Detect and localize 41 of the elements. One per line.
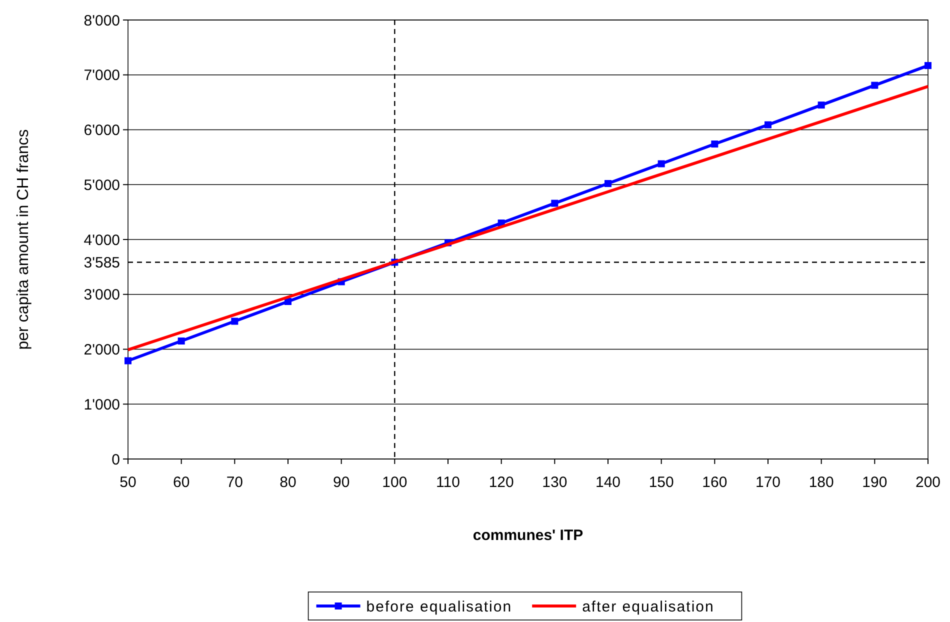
point	[604, 180, 612, 188]
ref-line-label: 3'585	[84, 254, 120, 272]
x-tick-label: 200	[915, 474, 941, 491]
x-tick-label: 70	[226, 474, 244, 491]
y-tick-label: 6'000	[84, 122, 120, 139]
y-tick-label: 5'000	[84, 176, 120, 194]
x-tick-label: 60	[172, 474, 190, 491]
point	[231, 318, 238, 325]
x-axis-title: communes' ITP	[472, 527, 584, 544]
y-tick-label: 1'000	[84, 396, 120, 414]
x-tick-label: 190	[862, 474, 888, 491]
x-tick-label: 50	[120, 474, 136, 491]
y-tick-label: 2'000	[84, 342, 120, 358]
point	[658, 160, 665, 168]
point	[711, 140, 718, 148]
point	[124, 357, 132, 364]
x-tick-label: 180	[808, 474, 834, 491]
legend-label: after equalisation	[582, 598, 714, 616]
y-tick-label: 8'000	[84, 12, 120, 30]
x-tick-label: 130	[542, 474, 568, 491]
point	[178, 338, 185, 345]
x-tick-label: 120	[488, 474, 514, 491]
legend-label: before equalisation	[366, 598, 512, 616]
point	[818, 102, 825, 109]
point	[924, 62, 932, 70]
x-tick-label: 150	[648, 474, 674, 491]
y-tick-label: 3'000	[84, 286, 120, 304]
y-tick-label: 7'000	[84, 67, 120, 84]
y-axis-title: per capita amount in CH francs	[15, 129, 32, 350]
x-tick-label: 90	[332, 474, 350, 491]
point	[764, 121, 772, 128]
x-tick-label: 100	[382, 474, 408, 491]
x-tick-label: 80	[280, 474, 296, 491]
x-tick-label: 160	[702, 474, 728, 491]
point	[551, 200, 558, 207]
x-tick-label: 110	[436, 474, 460, 491]
point	[871, 82, 878, 89]
y-tick-label: 4'000	[84, 232, 120, 249]
x-tick-label: 170	[755, 474, 781, 491]
x-tick-label: 140	[595, 474, 621, 491]
y-tick-label: 0	[112, 451, 120, 468]
